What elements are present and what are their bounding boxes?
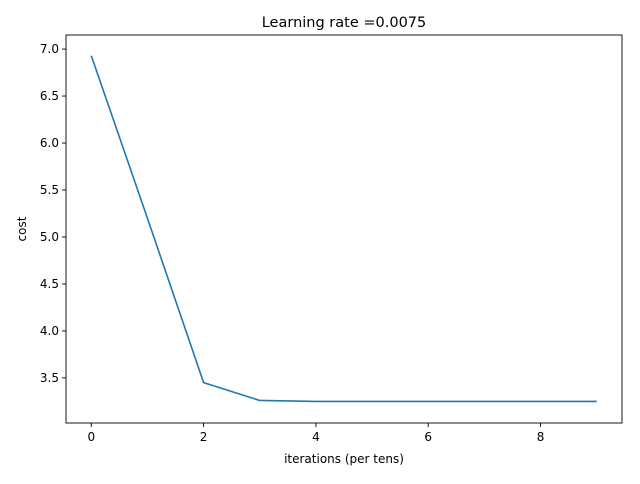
x-tick-label: 2 (200, 430, 208, 444)
data-point (147, 217, 149, 219)
x-axis-label: iterations (per tens) (284, 452, 404, 466)
data-point (90, 55, 92, 57)
data-point (371, 401, 373, 403)
x-tick-label: 4 (312, 430, 320, 444)
data-point (203, 382, 205, 384)
data-point (484, 401, 486, 403)
y-tick-label: 6.0 (40, 136, 59, 150)
y-tick-label: 5.0 (40, 230, 59, 244)
data-point (540, 401, 542, 403)
y-tick-label: 4.0 (40, 324, 59, 338)
plot-frame (65, 34, 623, 424)
x-tick-label: 8 (537, 430, 545, 444)
chart-title: Learning rate =0.0075 (262, 15, 427, 31)
y-tick-label: 7.0 (40, 42, 59, 56)
data-point (259, 400, 261, 402)
y-tick-label: 5.5 (40, 183, 59, 197)
x-tick-label: 6 (424, 430, 432, 444)
data-point (315, 401, 317, 403)
plot-area: 0 2 4 6 8 3.5 4.0 4.5 5.0 5.5 6.0 6.5 7.0 (40, 34, 623, 444)
y-axis: 3.5 4.0 4.5 5.0 5.5 6.0 6.5 7.0 (40, 42, 66, 385)
y-axis-label: cost (15, 216, 29, 241)
y-tick-label: 6.5 (40, 89, 59, 103)
x-axis: 0 2 4 6 8 (87, 423, 544, 444)
data-point (427, 401, 429, 403)
x-tick-label: 0 (87, 430, 95, 444)
cost-line (90, 55, 597, 403)
data-point (596, 401, 598, 403)
y-tick-label: 4.5 (40, 277, 59, 291)
y-tick-label: 3.5 (40, 371, 59, 385)
